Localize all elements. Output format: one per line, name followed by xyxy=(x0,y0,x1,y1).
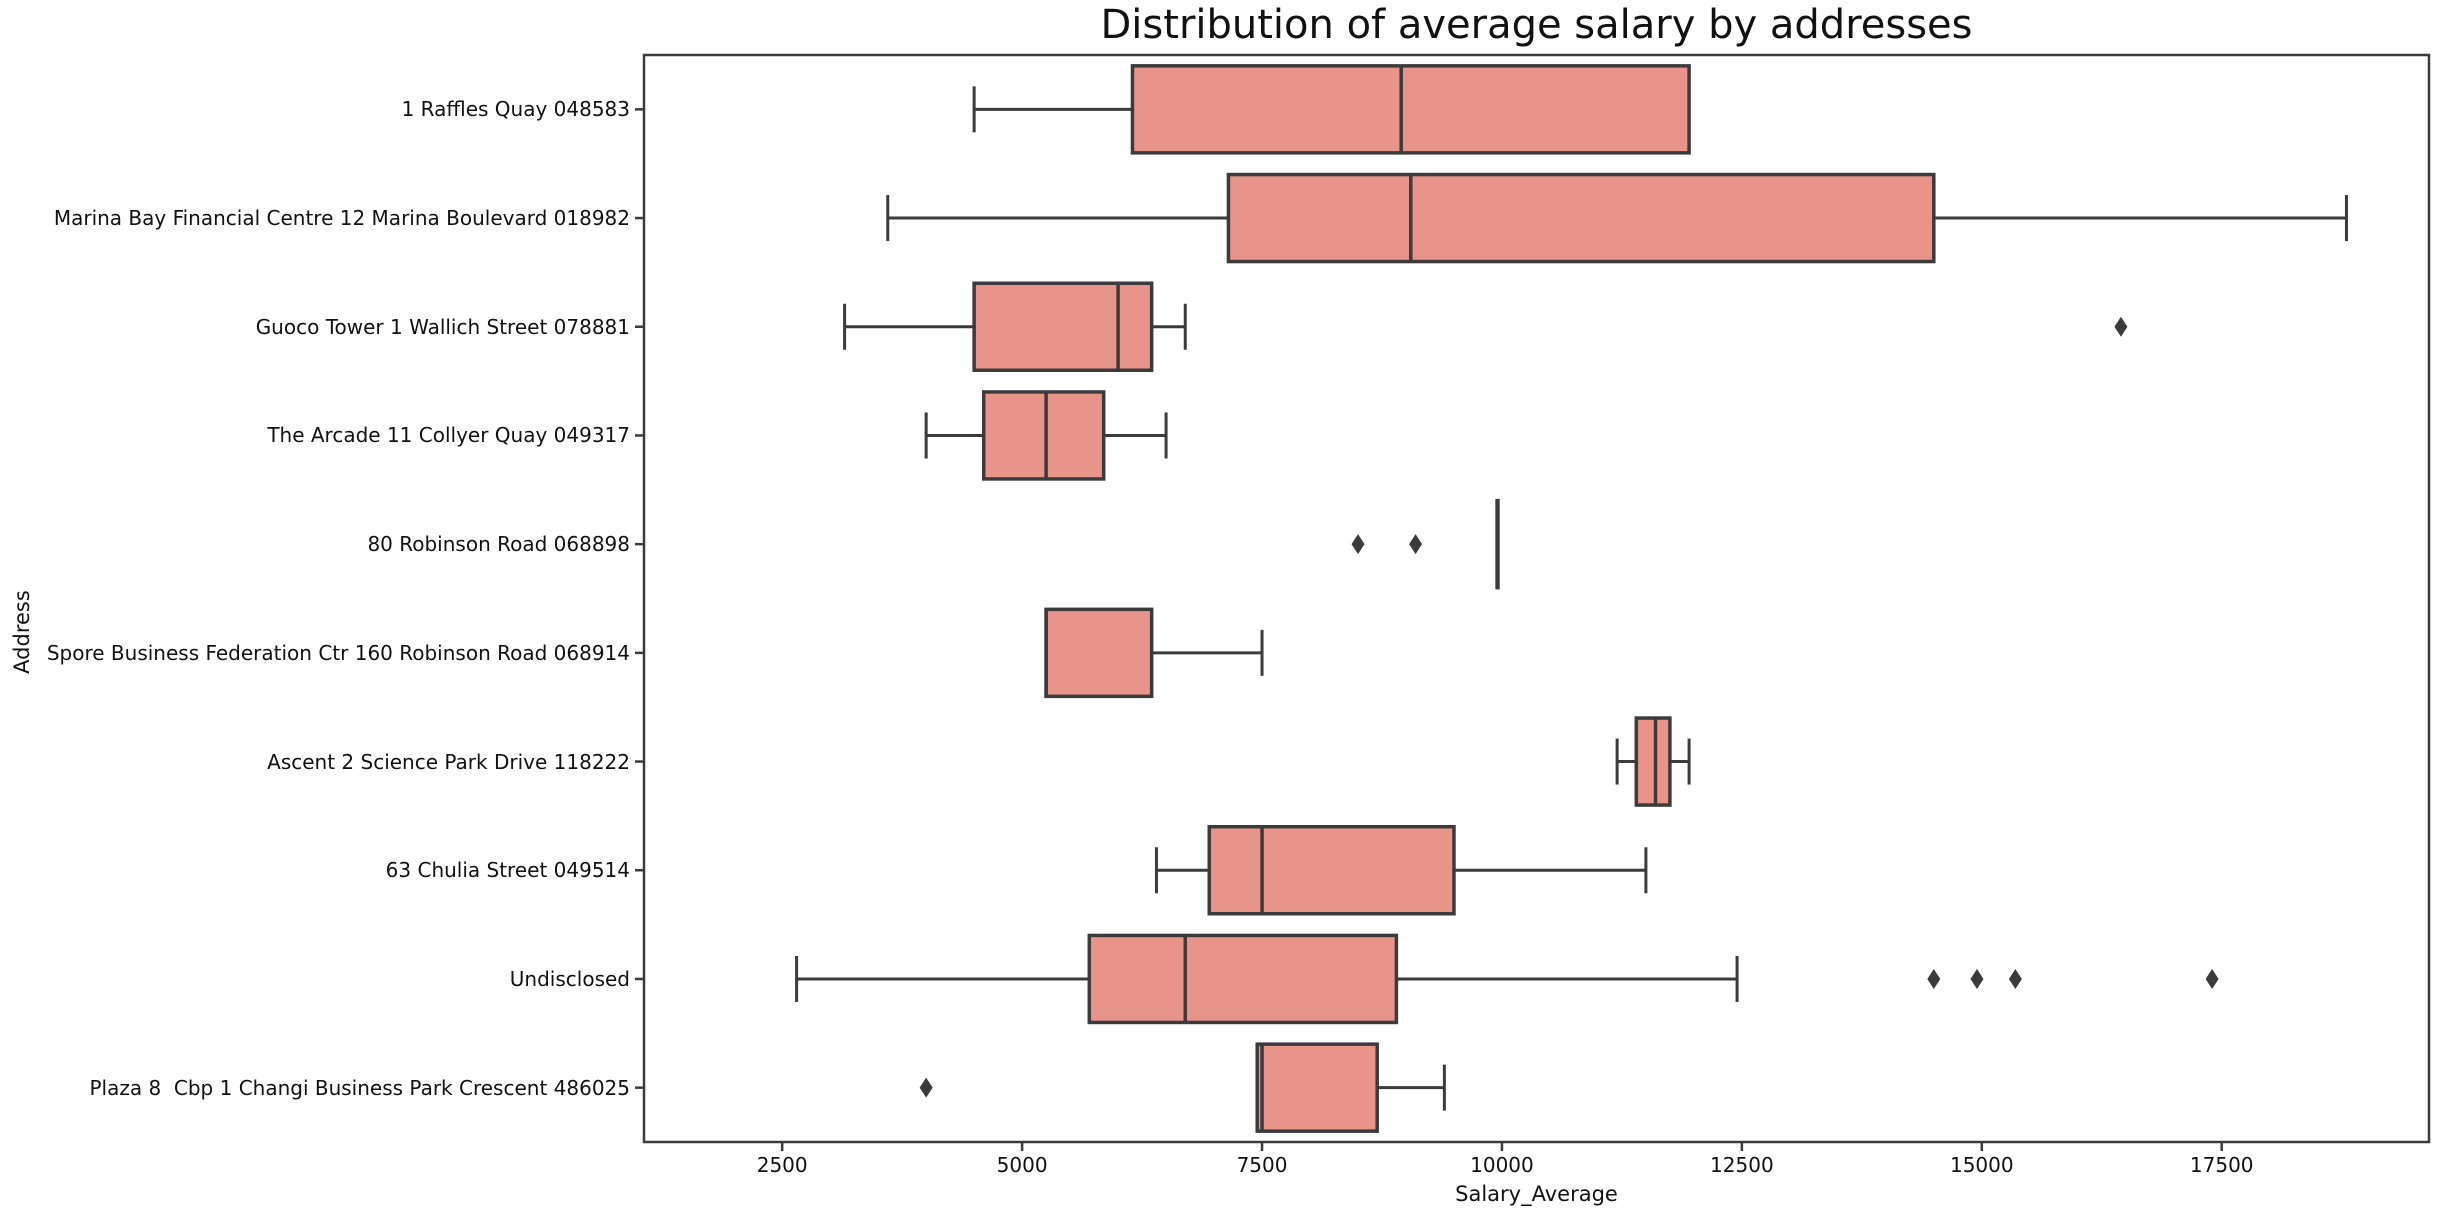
box xyxy=(1226,172,1936,264)
x-tick-label: 15000 xyxy=(1949,1153,2014,1177)
y-tick-label: Plaza 8 Cbp 1 Changi Business Park Cresc… xyxy=(89,1075,630,1100)
x-tick-label: 17500 xyxy=(2189,1153,2254,1177)
box xyxy=(981,390,1106,481)
chart-title: Distribution of average salary by addres… xyxy=(1100,2,1973,48)
x-tick-label: 12500 xyxy=(1710,1153,1774,1177)
x-tick-label: 2500 xyxy=(756,1153,808,1177)
x-tick-label: 7500 xyxy=(1236,1153,1288,1177)
y-tick-label: Spore Business Federation Ctr 160 Robins… xyxy=(46,640,630,665)
box xyxy=(1130,64,1691,155)
outlier-point xyxy=(1351,534,1365,555)
x-tick-label: 10000 xyxy=(1470,1153,1534,1177)
x-axis-title: Salary_Average xyxy=(1455,1182,1618,1206)
box xyxy=(1044,607,1154,699)
outlier-point xyxy=(1409,534,1423,555)
y-tick-label: Guoco Tower 1 Wallich Street 078881 xyxy=(255,314,630,339)
y-tick-label: Ascent 2 Science Park Drive 118222 xyxy=(267,749,630,774)
box xyxy=(972,281,1154,372)
outlier-point xyxy=(2008,968,2022,989)
y-tick-label: 1 Raffles Quay 048583 xyxy=(401,97,630,122)
plot-border xyxy=(642,53,2431,1144)
box xyxy=(1255,1042,1379,1133)
outlier-point xyxy=(1970,968,1984,989)
y-tick-label: Marina Bay Financial Centre 12 Marina Bo… xyxy=(53,206,630,231)
box xyxy=(1087,933,1399,1025)
box xyxy=(1207,825,1456,916)
outlier-point xyxy=(2205,968,2219,989)
y-tick-label: 80 Robinson Road 068898 xyxy=(367,532,630,557)
x-tick-label: 5000 xyxy=(996,1153,1048,1177)
y-tick-label: Undisclosed xyxy=(509,966,630,991)
y-tick-label: The Arcade 11 Collyer Quay 049317 xyxy=(267,423,630,448)
outlier-point xyxy=(2114,316,2128,337)
box xyxy=(1634,716,1672,807)
outlier-point xyxy=(1927,968,1941,989)
outlier-point xyxy=(919,1077,933,1098)
y-tick-label: 63 Chulia Street 049514 xyxy=(385,858,630,883)
